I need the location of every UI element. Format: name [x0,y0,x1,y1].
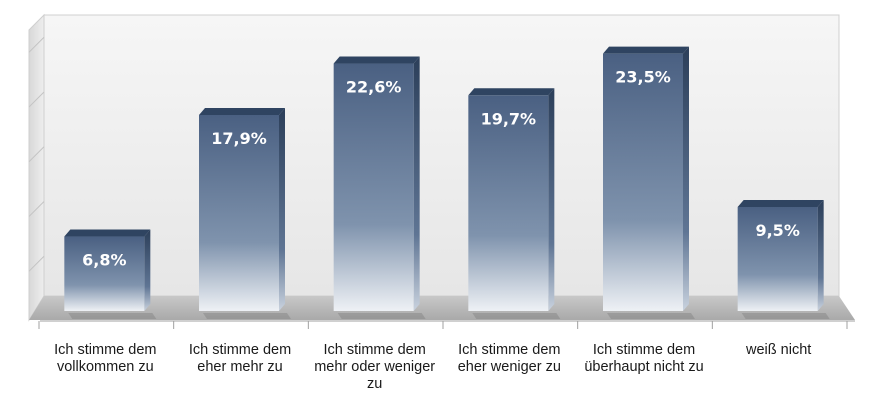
bar-shadow [741,313,830,319]
bar-shadow [203,313,291,319]
data-label: 17,9% [211,129,267,148]
tick-label: Ich stimme dem überhaupt nicht zu [584,342,704,375]
gridline [28,255,45,272]
gridline [28,36,45,53]
gridline [28,146,45,163]
gridlines [28,36,45,272]
tick-label: Ich stimme dem mehr oder weniger zu [314,342,436,392]
bar-side [548,88,555,311]
gridline [28,91,45,108]
bar: 22,6% [333,56,426,319]
bar-top [64,229,151,237]
bar-top [737,199,824,207]
x-axis-ticks [38,321,848,329]
bar-side [817,199,824,311]
bar-side [413,56,420,311]
data-label: 19,7% [481,109,537,128]
bar: 17,9% [199,107,291,319]
bar-shadow [337,313,426,319]
bar-shadow [607,313,695,319]
bar-top [468,88,555,96]
data-label: 6,8% [82,251,126,270]
side-wall [28,13,45,322]
data-label: 9,5% [755,221,799,240]
data-label: 23,5% [615,68,671,87]
bars: 6,8% 17,9% 22,6% 19,7% 23,5% 9,5% [64,46,830,319]
data-label: 22,6% [346,78,402,97]
bar-front [603,53,683,312]
bar-front [199,114,279,312]
bar-shadow [68,313,157,319]
tick-label: Ich stimme dem vollkommen zu [54,342,157,375]
bar-front [64,236,145,311]
tick-label: Ich stimme dem eher weniger zu [457,342,561,375]
bar: 6,8% [64,229,157,319]
bar-side [683,46,689,312]
bar: 23,5% [603,46,695,319]
bar-top [603,46,689,54]
bar-front [333,63,414,311]
back-wall [43,14,840,297]
tick-label: weiß nicht [746,342,812,358]
tick-label: Ich stimme dem eher mehr zu [188,342,292,375]
bar-front [737,206,818,311]
gridline [28,201,45,217]
bar-top [333,56,420,64]
bar: 19,7% [468,88,561,319]
bar-front [468,95,549,311]
bar: 9,5% [737,199,830,319]
bar-side [279,107,285,312]
bar-top [199,107,285,115]
bar-shadow [472,313,561,319]
bar-side [144,229,151,311]
